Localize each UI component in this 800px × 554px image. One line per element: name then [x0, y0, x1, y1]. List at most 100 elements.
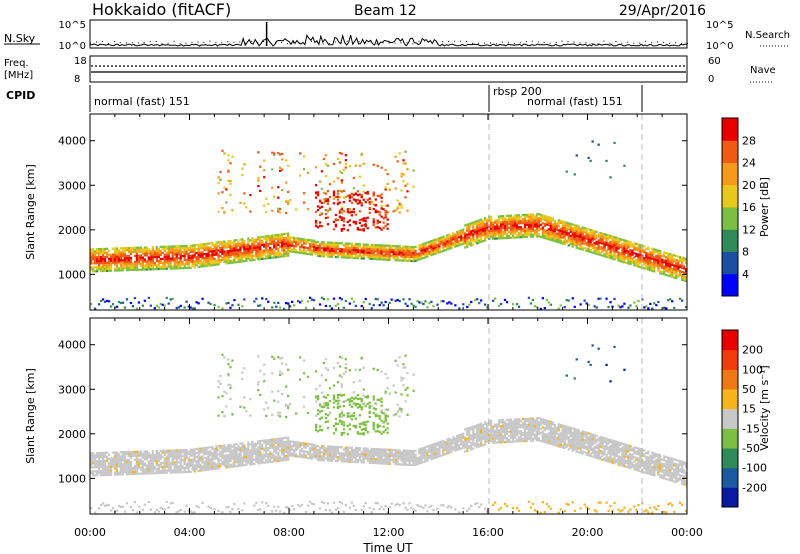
velocity-cell: [312, 447, 316, 450]
power-cell: [571, 231, 574, 234]
power-cell: [507, 236, 511, 239]
velocity-cell: [328, 447, 332, 450]
power-cell: [342, 201, 345, 204]
velocity-cell: [255, 456, 258, 459]
velocity-cell: [197, 455, 200, 458]
power-cell: [215, 243, 218, 246]
velocity-cell: [103, 471, 107, 475]
velocity-cell: [177, 469, 180, 472]
velocity-cell: [159, 453, 162, 456]
velocity-cell: [253, 442, 256, 445]
velocity-cell: [332, 366, 336, 369]
power-cell: [607, 234, 610, 237]
velocity-cell: [320, 445, 324, 448]
power-cell: [380, 246, 383, 249]
velocity-cell: [183, 455, 186, 458]
power-cell: [605, 243, 608, 246]
power-cell: [398, 249, 401, 252]
power-cell: [356, 243, 359, 246]
power-cell: [223, 250, 226, 253]
power-cell: [308, 245, 312, 248]
power-cell: [96, 262, 99, 265]
power-cell: [344, 300, 347, 303]
power-cell: [324, 216, 328, 220]
power-cell: [96, 256, 99, 259]
power-cell: [529, 213, 533, 216]
power-cell: [386, 218, 389, 221]
velocity-cell: [259, 446, 262, 449]
power-cell: [314, 166, 318, 169]
power-cell: [484, 229, 487, 232]
power-cell: [330, 249, 334, 252]
power-cell: [633, 262, 636, 265]
power-cell: [557, 237, 560, 240]
power-cell: [203, 265, 206, 268]
power-cell: [107, 259, 111, 262]
power-cell: [406, 182, 409, 186]
power-cell: [537, 221, 541, 224]
power-cell: [609, 240, 612, 244]
power-cell: [300, 244, 304, 247]
power-cell: [523, 235, 527, 239]
velocity-cell: [121, 469, 125, 472]
power-cell: [517, 216, 521, 219]
colorbar-tick-label: 28: [742, 134, 756, 147]
power-cell: [273, 195, 276, 198]
power-cell: [388, 250, 391, 253]
power-cell: [597, 243, 600, 246]
velocity-cell: [314, 456, 318, 459]
power-cell: [103, 249, 107, 252]
power-cell: [525, 227, 529, 230]
power-cell: [575, 234, 578, 237]
velocity-cell: [336, 407, 340, 410]
velocity-cell: [255, 442, 258, 445]
velocity-cell: [205, 448, 208, 451]
power-cell: [287, 190, 290, 193]
power-cell: [350, 256, 353, 259]
power-cell: [362, 249, 365, 252]
power-cell: [195, 260, 198, 263]
power-cell: [637, 243, 640, 246]
power-cell: [452, 234, 455, 237]
velocity-cell: [259, 452, 262, 455]
power-cell: [241, 260, 244, 263]
power-cell: [233, 253, 236, 256]
power-cell: [133, 264, 137, 267]
power-cell: [611, 255, 614, 258]
velocity-cell: [119, 473, 123, 476]
power-cell: [639, 244, 642, 247]
power-cell: [422, 256, 425, 260]
power-cell: [651, 263, 654, 266]
power-cell: [378, 254, 381, 257]
velocity-cell: [151, 470, 154, 473]
power-cell: [155, 264, 158, 267]
velocity-cell: [135, 452, 139, 455]
power-cell: [675, 275, 678, 278]
velocity-cell: [223, 456, 226, 459]
velocity-cell: [330, 457, 334, 460]
velocity-cell: [201, 455, 204, 458]
power-cell: [223, 260, 226, 263]
power-cell: [271, 252, 274, 255]
power-cell: [406, 190, 409, 193]
power-cell: [151, 248, 154, 251]
power-cell: [159, 245, 162, 248]
velocity-cell: [217, 445, 220, 448]
power-cell: [408, 247, 411, 250]
velocity-cell: [227, 462, 230, 465]
power-cell: [496, 221, 499, 224]
power-cell: [374, 211, 377, 214]
power-cell: [551, 229, 554, 232]
velocity-cell: [121, 467, 125, 470]
power-cell: [269, 246, 272, 249]
power-cell: [348, 252, 351, 255]
velocity-cell: [233, 455, 236, 458]
velocity-cell: [289, 444, 292, 447]
power-cell: [221, 258, 224, 261]
velocity-cell: [100, 451, 103, 455]
velocity-cell: [231, 463, 234, 466]
power-cell: [243, 254, 246, 257]
power-cell: [555, 226, 558, 229]
velocity-cell: [109, 509, 113, 512]
power-cell: [476, 238, 479, 241]
